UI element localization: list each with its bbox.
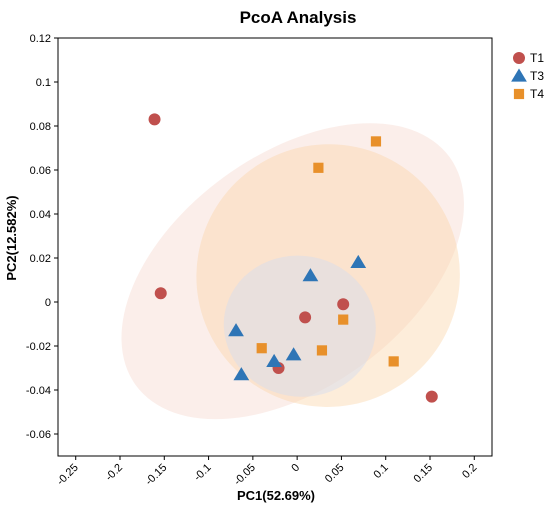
x-tick-label: -0.2 — [103, 462, 125, 484]
x-tick-label: -0.05 — [232, 462, 258, 488]
point-t1 — [299, 311, 312, 324]
x-tick-label: 0.2 — [460, 462, 479, 481]
chart-title: PcoA Analysis — [240, 8, 357, 27]
point-t4 — [313, 162, 324, 173]
point-t3 — [266, 353, 282, 368]
point-t3 — [350, 254, 367, 269]
x-tick-label: -0.25 — [55, 462, 81, 488]
y-tick-label: -0.02 — [26, 341, 51, 353]
y-tick-label: -0.06 — [26, 429, 51, 441]
ellipse-t4 — [196, 144, 460, 407]
y-tick-label: 0.1 — [36, 77, 51, 89]
y-tick-label: 0.02 — [30, 253, 51, 265]
legend-marker-t4 — [513, 88, 525, 100]
legend-marker-t3 — [511, 68, 527, 82]
point-t4 — [388, 356, 399, 367]
plot-frame — [57, 37, 493, 457]
data-points — [148, 113, 438, 403]
x-tick-label: 0.15 — [411, 462, 435, 486]
point-t1 — [154, 287, 167, 300]
y-axis-label: PC2(12.582%) — [4, 195, 19, 280]
point-t4 — [338, 314, 349, 325]
x-tick-label: 0.05 — [323, 462, 347, 486]
point-t4 — [370, 136, 382, 147]
point-t1 — [337, 298, 350, 311]
legend-label-t1: T1 — [530, 51, 544, 65]
y-tick-label: 0.04 — [30, 209, 51, 221]
confidence-ellipses — [121, 123, 464, 420]
y-tick-label: 0.06 — [30, 165, 51, 177]
point-t3 — [233, 367, 250, 381]
point-t4 — [316, 345, 328, 356]
point-t3 — [228, 323, 244, 337]
x-tick-label: -0.15 — [143, 462, 169, 488]
point-t4 — [256, 343, 267, 354]
x-axis-label: PC1(52.69%) — [237, 488, 315, 503]
legend-label-t4: T4 — [530, 87, 544, 101]
ellipse-t3 — [223, 255, 376, 397]
legend-marker-t1 — [513, 52, 525, 64]
x-tick-label: 0.1 — [372, 462, 391, 481]
point-t1 — [148, 113, 161, 126]
legend-label-t3: T3 — [530, 69, 544, 83]
y-tick-label: 0.12 — [30, 33, 51, 45]
x-tick-label: 0 — [289, 462, 302, 475]
y-tick-label: -0.04 — [26, 385, 51, 397]
ellipse-t1 — [121, 123, 464, 420]
legend: T1 T3 T4 — [511, 51, 544, 101]
y-tick-label: 0 — [45, 297, 51, 309]
point-t3 — [285, 347, 302, 361]
x-tick-label: -0.1 — [192, 462, 214, 484]
point-t3 — [302, 268, 319, 282]
point-t1 — [425, 390, 438, 403]
y-tick-label: 0.08 — [30, 121, 51, 133]
